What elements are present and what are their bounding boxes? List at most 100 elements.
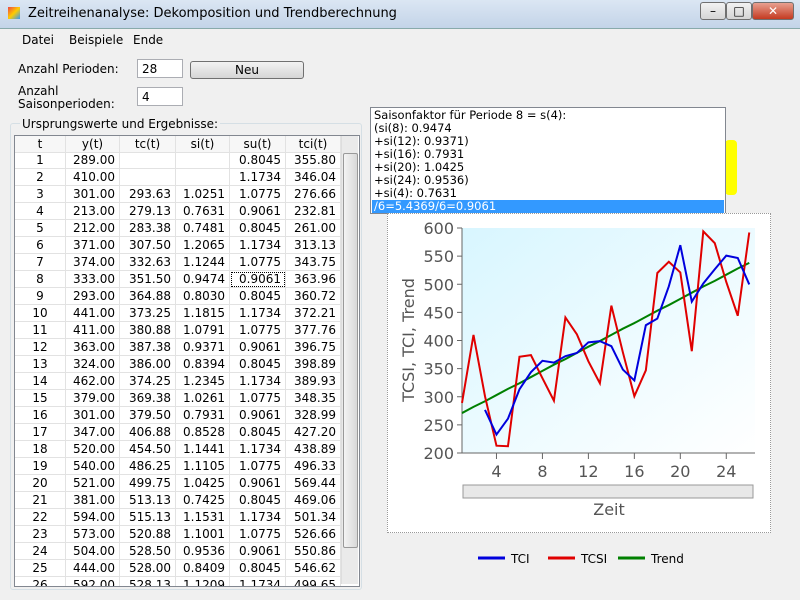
table-cell: 594.00	[66, 509, 120, 526]
table-cell: 313.13	[286, 237, 341, 254]
x-tick-label: 4	[491, 462, 501, 481]
y-tick-label: 250	[423, 416, 454, 435]
table-cell: 1.0791	[176, 322, 230, 339]
window-title: Zeitreihenanalyse: Dekomposition und Tre…	[28, 6, 397, 21]
maximize-button[interactable]: □	[726, 2, 752, 20]
table-cell: 351.50	[120, 271, 176, 288]
table-cell	[120, 169, 176, 186]
table-cell: 0.9536	[176, 543, 230, 560]
table-cell: 23	[15, 526, 66, 543]
table-cell: 499.75	[120, 475, 176, 492]
table-cell: 369.38	[120, 390, 176, 407]
table-cell: 0.8045	[230, 492, 286, 509]
table-cell: 438.89	[286, 441, 341, 458]
table-cell: 24	[15, 543, 66, 560]
y-tick-label: 450	[423, 303, 454, 322]
table-cell: 232.81	[286, 203, 341, 220]
table-cell: 0.9474	[176, 271, 230, 288]
table-cell: 0.8394	[176, 356, 230, 373]
table-cell: 212.00	[66, 220, 120, 237]
horizontal-scrollbar[interactable]	[462, 484, 754, 499]
table-cell: 374.00	[66, 254, 120, 271]
table-cell: 8	[15, 271, 66, 288]
menu-item[interactable]: Beispiele	[69, 33, 124, 47]
table-cell: 213.00	[66, 203, 120, 220]
table-cell	[120, 152, 176, 169]
table-cell: 343.75	[286, 254, 341, 271]
table-cell: 0.8045	[230, 152, 286, 169]
list-item: Saisonfaktor für Periode 8 = s(4):	[374, 108, 567, 122]
vertical-scrollbar[interactable]	[341, 136, 358, 584]
table-cell: 13	[15, 356, 66, 373]
scroll-thumb[interactable]	[343, 153, 358, 548]
table-cell: 25	[15, 560, 66, 577]
table-cell: 0.9371	[176, 339, 230, 356]
table-cell: 11	[15, 322, 66, 339]
table-cell: 10	[15, 305, 66, 322]
table-cell: 21	[15, 492, 66, 509]
table-cell: 499.65	[286, 577, 341, 586]
table-cell: 377.76	[286, 322, 341, 339]
table-cell: 18	[15, 441, 66, 458]
table-cell: 454.50	[120, 441, 176, 458]
periods-input[interactable]: 28	[137, 59, 183, 78]
table-cell: 0.9061	[230, 475, 286, 492]
menu-item[interactable]: Datei	[22, 33, 55, 47]
season-label-2: Saisonperioden:	[18, 97, 115, 111]
data-table[interactable]: t y(t) tc(t) si(t) su(t) tci(t) 1 289.00 0.8045 3…	[14, 135, 360, 587]
table-cell: 3	[15, 186, 66, 203]
table-cell: 386.00	[120, 356, 176, 373]
table-cell: 1	[15, 152, 66, 169]
table-cell: 546.62	[286, 560, 341, 577]
table-cell: 526.66	[286, 526, 341, 543]
table-cell: 573.00	[66, 526, 120, 543]
table-cell: 0.7931	[176, 407, 230, 424]
table-cell: 0.9061	[230, 407, 286, 424]
new-button[interactable]: Neu	[190, 61, 304, 79]
list-item: +si(20): 1.0425	[374, 160, 465, 174]
y-tick-label: 550	[423, 247, 454, 266]
legend-label: TCSI	[580, 552, 607, 566]
table-cell: 501.34	[286, 509, 341, 526]
table-cell: 0.7631	[176, 203, 230, 220]
table-cell: 363.00	[66, 339, 120, 356]
table-cell: 1.1734	[230, 373, 286, 390]
table-cell: 406.88	[120, 424, 176, 441]
table-cell: 569.44	[286, 475, 341, 492]
table-cell: 0.8528	[176, 424, 230, 441]
table-cell: 0.8045	[230, 220, 286, 237]
table-cell: 0.8045	[230, 560, 286, 577]
season-input[interactable]: 4	[137, 87, 183, 106]
column-header: t	[15, 136, 66, 153]
table-cell: 528.00	[120, 560, 176, 577]
y-tick-label: 200	[423, 444, 454, 463]
table-cell: 396.75	[286, 339, 341, 356]
table-cell: 17	[15, 424, 66, 441]
y-tick-label: 300	[423, 388, 454, 407]
table-cell: 12	[15, 339, 66, 356]
table-cell: 1.0775	[230, 254, 286, 271]
table-cell: 504.00	[66, 543, 120, 560]
table-cell: 379.50	[120, 407, 176, 424]
table-cell: 0.8409	[176, 560, 230, 577]
table-cell: 1.0775	[230, 186, 286, 203]
series-line	[484, 244, 751, 437]
table-cell: 0.8045	[230, 288, 286, 305]
table-cell: 398.89	[286, 356, 341, 373]
table-cell: 333.00	[66, 271, 120, 288]
table-cell: 0.8030	[176, 288, 230, 305]
x-tick-label: 20	[670, 462, 690, 481]
table-cell: 371.00	[66, 237, 120, 254]
table-cell: 1.2345	[176, 373, 230, 390]
table-cell: 389.93	[286, 373, 341, 390]
minimize-button[interactable]: –	[700, 2, 726, 20]
list-item: +si(4): 0.7631	[374, 186, 457, 200]
table-cell: 592.00	[66, 577, 120, 586]
menu-item[interactable]: Ende	[133, 33, 164, 47]
close-button[interactable]: ✕	[752, 2, 794, 20]
table-cell: 289.00	[66, 152, 120, 169]
legend-label: Trend	[650, 552, 684, 566]
table-cell: 5	[15, 220, 66, 237]
table-cell: 1.0775	[230, 458, 286, 475]
